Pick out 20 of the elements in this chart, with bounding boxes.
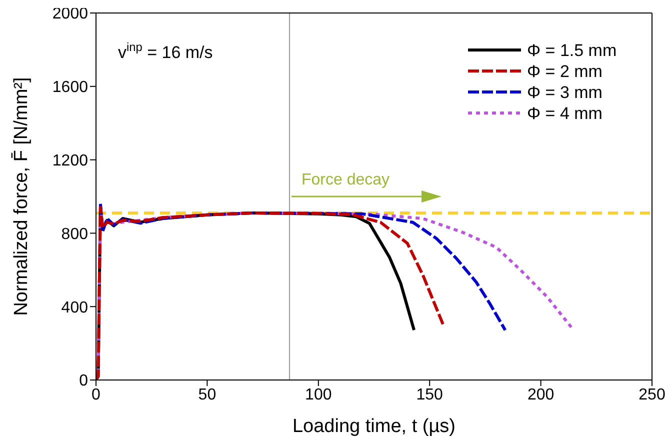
x-tick-label: 250 bbox=[638, 386, 665, 404]
x-tick-label: 0 bbox=[92, 386, 101, 404]
legend-label: Φ = 4 mm bbox=[527, 104, 602, 123]
y-tick-label: 800 bbox=[61, 226, 88, 243]
line-series bbox=[98, 202, 507, 332]
y-tick-label: 1200 bbox=[52, 152, 88, 170]
x-tick-label: 100 bbox=[305, 386, 332, 404]
annotation: v$^{inp}$ = 16 m/s bbox=[118, 40, 213, 62]
legend-label: Φ = 1.5 mm bbox=[527, 41, 617, 60]
x-tick-label: 200 bbox=[527, 386, 554, 404]
x-tick-label: 150 bbox=[416, 386, 444, 404]
legend-label: Φ = 2 mm bbox=[527, 62, 602, 81]
legend-label: Φ = 3 mm bbox=[527, 83, 602, 102]
x-axis-title: Loading time, t (µs) bbox=[292, 416, 456, 437]
annotation: Force decay bbox=[301, 172, 390, 188]
y-tick-label: 1600 bbox=[52, 79, 88, 96]
y-tick-label: 400 bbox=[61, 299, 88, 316]
y-tick-label: 0 bbox=[79, 372, 88, 390]
y-axis-title: Normalized force, F̄ [N/mm²] bbox=[11, 77, 32, 316]
x-tick-label: 50 bbox=[198, 386, 216, 404]
